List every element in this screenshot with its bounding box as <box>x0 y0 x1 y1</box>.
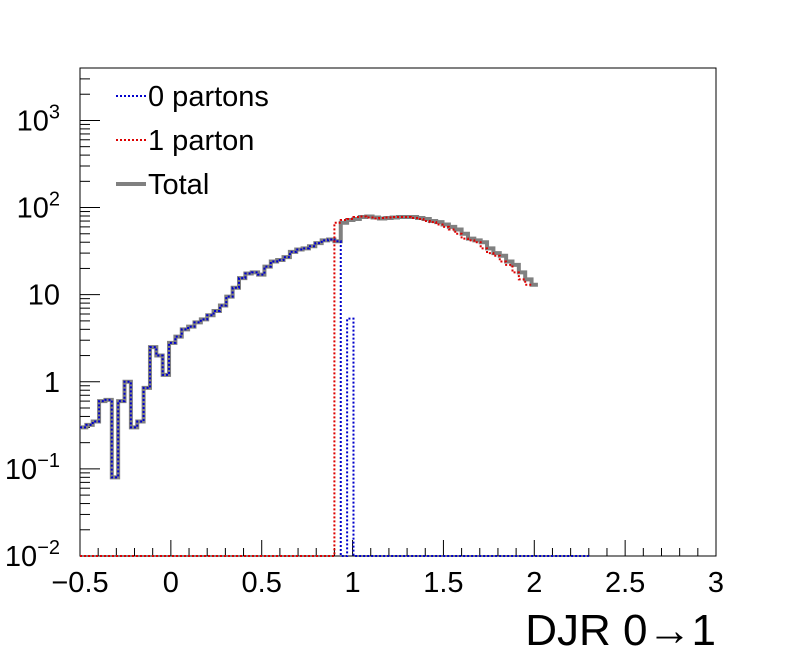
x-tick-label: 0 <box>163 567 179 599</box>
y-tick-label: 10−1 <box>5 450 60 486</box>
legend: 0 partons 1 parton Total <box>116 81 269 201</box>
legend-label: Total <box>148 169 209 201</box>
plot-frame <box>79 67 717 557</box>
x-tick-label: 2.5 <box>605 567 645 599</box>
x-tick-label: −0.5 <box>51 567 108 599</box>
y-tick-label: 10−2 <box>5 537 60 573</box>
x-tick-label: 0.5 <box>242 567 282 599</box>
series-layer <box>80 214 589 557</box>
y-tick-label: 10 <box>28 280 60 312</box>
x-tick-label: 3 <box>708 567 724 599</box>
legend-label: 0 partons <box>148 81 269 113</box>
x-tick-label: 2 <box>526 567 542 599</box>
series-0-partons <box>80 238 589 557</box>
series-total <box>80 214 538 480</box>
legend-label: 1 parton <box>148 125 254 157</box>
x-tick-labels: −0.5 0 0.5 1 1.5 2 2.5 3 <box>51 567 724 599</box>
series-1-parton <box>80 215 532 557</box>
x-axis-title: DJR 0→1 <box>525 606 716 655</box>
x-tick-label: 1 <box>345 567 361 599</box>
y-tick-label: 1 <box>44 367 60 399</box>
y-tick-labels: 10−2 10−1 1 10 102 103 <box>5 101 60 573</box>
y-tick-label: 103 <box>17 101 60 137</box>
y-tick-label: 102 <box>17 189 60 225</box>
x-tick-label: 1.5 <box>423 567 463 599</box>
